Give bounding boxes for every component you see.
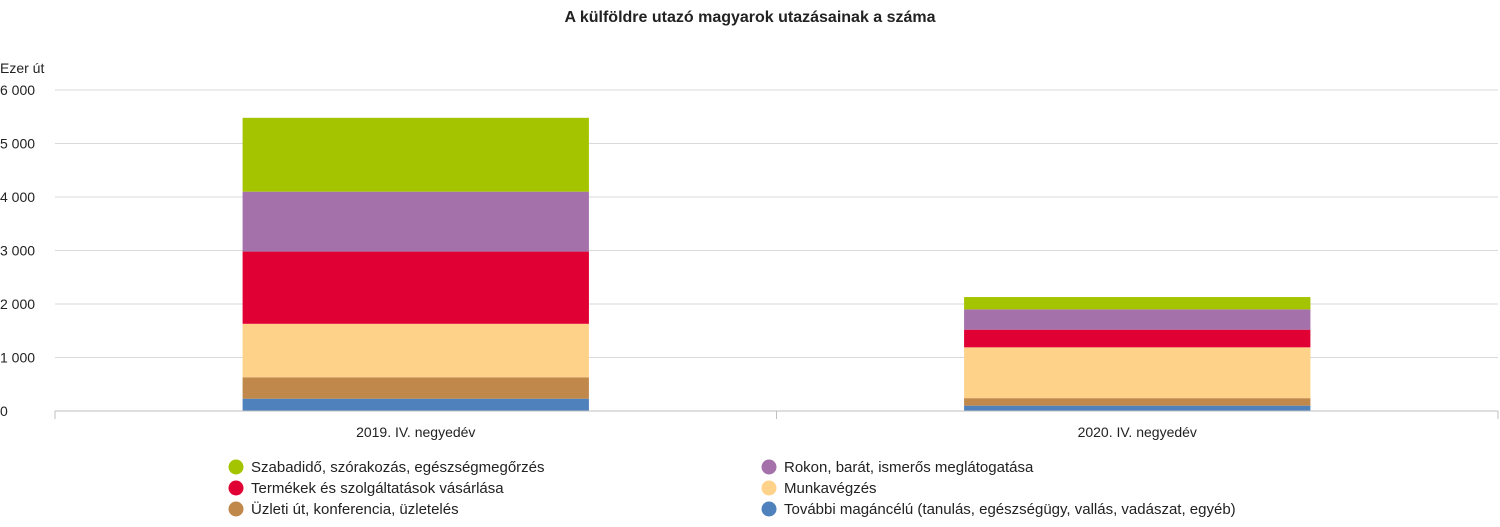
y-tick-label: 5 000 bbox=[0, 136, 35, 152]
y-tick-label: 0 bbox=[0, 403, 8, 419]
bar-segment bbox=[242, 117, 589, 192]
legend-label: Munkavégzés bbox=[784, 480, 877, 497]
bar-segment bbox=[242, 398, 589, 411]
bar-segment bbox=[964, 398, 1311, 406]
legend-label: Rokon, barát, ismerős meglátogatása bbox=[784, 459, 1034, 476]
legend-label: További magáncélú (tanulás, egészségügy,… bbox=[784, 501, 1236, 518]
bar-segment bbox=[964, 347, 1311, 399]
legend-label: Termékek és szolgáltatások vásárlása bbox=[251, 480, 504, 497]
legend-marker bbox=[761, 459, 777, 475]
y-tick-label: 3 000 bbox=[0, 243, 35, 259]
axes bbox=[54, 410, 1499, 419]
legend-marker bbox=[761, 480, 777, 496]
bar-segment bbox=[242, 251, 589, 324]
bar-segment bbox=[964, 405, 1311, 411]
y-tick-label: 2 000 bbox=[0, 296, 35, 312]
x-tick-label: 2020. IV. negyedév bbox=[1078, 424, 1197, 440]
legend: Szabadidő, szórakozás, egészségmegőrzés R… bbox=[228, 459, 1236, 518]
y-tick-labels: 0 1 000 2 000 3 000 4 000 5 000 6 000 bbox=[0, 82, 35, 419]
y-tick-label: 4 000 bbox=[0, 189, 35, 205]
bar-segment bbox=[964, 329, 1311, 348]
bar-segment bbox=[242, 191, 589, 252]
bar-segment bbox=[242, 377, 589, 399]
legend-marker bbox=[228, 501, 244, 517]
y-axis-label: Ezer út bbox=[0, 60, 44, 76]
legend-label: Szabadidő, szórakozás, egészségmegőrzés bbox=[251, 459, 545, 476]
y-tick-label: 1 000 bbox=[0, 350, 35, 366]
bar-segment bbox=[964, 309, 1311, 330]
x-tick-label: 2019. IV. negyedév bbox=[356, 424, 475, 440]
bar-segment bbox=[964, 297, 1311, 310]
bar-segment bbox=[242, 323, 589, 378]
x-tick-labels: 2019. IV. negyedév 2020. IV. negyedév bbox=[356, 424, 1197, 440]
legend-label: Üzleti út, konferencia, üzletelés bbox=[251, 500, 459, 518]
y-tick-label: 6 000 bbox=[0, 82, 35, 98]
legend-marker bbox=[228, 480, 244, 496]
bars bbox=[242, 117, 1311, 411]
legend-marker bbox=[228, 459, 244, 475]
chart-title: A külföldre utazó magyarok utazásainak a… bbox=[564, 9, 935, 26]
legend-marker bbox=[761, 501, 777, 517]
